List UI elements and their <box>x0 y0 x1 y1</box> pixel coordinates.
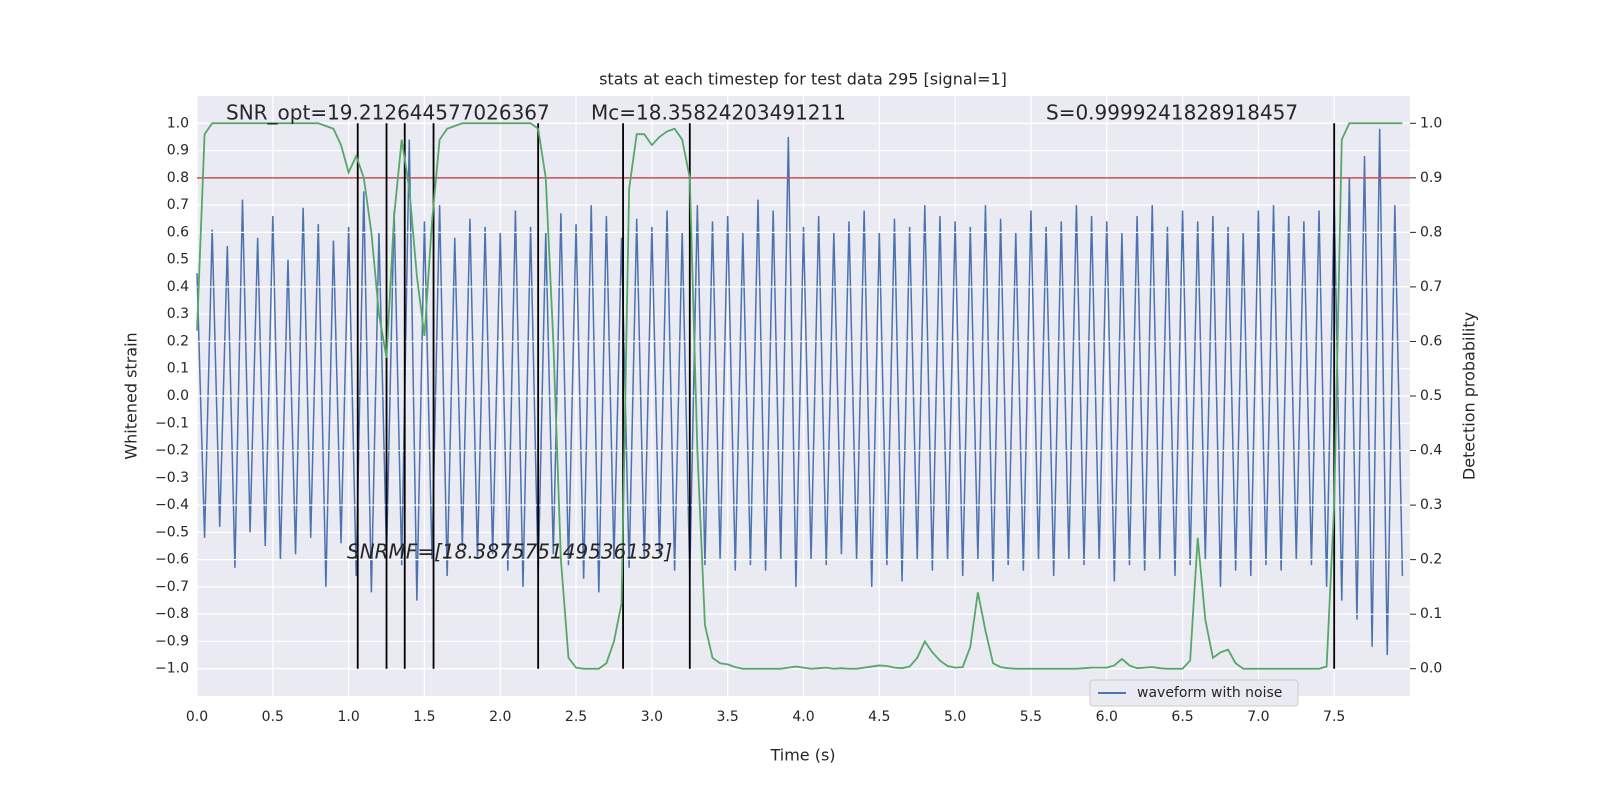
y-tick-label: 0.0 <box>167 388 189 404</box>
y-tick-label: 1.0 <box>167 115 189 131</box>
y-tick-label: −0.1 <box>155 415 189 431</box>
y2-tick-label: 0.7 <box>1420 279 1442 295</box>
x-tick-label: 0.5 <box>262 709 284 725</box>
y2-tick-label: 1.0 <box>1420 115 1442 131</box>
y-tick-label: 0.4 <box>167 279 189 295</box>
y-tick-label: 0.9 <box>167 143 189 159</box>
y-tick-label: 0.2 <box>167 333 189 349</box>
y-tick-label: −0.3 <box>155 470 189 486</box>
chart-title: stats at each timestep for test data 295… <box>599 70 1007 89</box>
y2-tick-label: 0.6 <box>1420 333 1442 349</box>
x-tick-label: 5.0 <box>944 709 966 725</box>
y2-tick-label: 0.0 <box>1420 661 1442 677</box>
y-tick-label: 0.8 <box>167 170 189 186</box>
legend-box <box>1089 679 1299 707</box>
y-tick-label: 0.5 <box>167 252 189 268</box>
annotation: Mc=18.35824203491211 <box>591 101 846 125</box>
y-tick-label: 0.6 <box>167 224 189 240</box>
y-tick-label: −0.2 <box>155 443 189 459</box>
y2-tick-label: 0.8 <box>1420 224 1442 240</box>
x-tick-label: 1.5 <box>413 709 435 725</box>
y2-tick-label: 0.3 <box>1420 497 1442 513</box>
y-tick-label: −0.7 <box>155 579 189 595</box>
y2-tick-label: 0.1 <box>1420 606 1442 622</box>
x-axis-label: Time (s) <box>769 746 835 765</box>
x-tick-label: 7.0 <box>1247 709 1269 725</box>
legend-label: waveform with noise <box>1137 685 1282 701</box>
x-tick-label: 3.5 <box>717 709 739 725</box>
y2-axis-label: Detection probability <box>1460 312 1479 480</box>
x-tick-label: 7.5 <box>1323 709 1345 725</box>
annotation: SNRMF=[18.387575149536133] <box>347 540 672 564</box>
y2-tick-label: 0.2 <box>1420 552 1442 568</box>
y2-tick-label: 0.9 <box>1420 170 1442 186</box>
probability-line <box>196 122 1403 670</box>
annotation: SNR_opt=19.212644577026367 <box>226 101 550 125</box>
x-tick-label: 2.5 <box>565 709 587 725</box>
x-tick-label: 6.5 <box>1171 709 1193 725</box>
y-tick-label: −0.8 <box>155 606 189 622</box>
waveform-line <box>196 128 1404 656</box>
y-tick-label: −0.5 <box>155 524 189 540</box>
x-tick-label: 3.0 <box>641 709 663 725</box>
y-tick-label: 0.3 <box>167 306 189 322</box>
x-tick-label: 4.5 <box>868 709 890 725</box>
y-tick-label: −0.4 <box>155 497 189 513</box>
x-tick-label: 1.0 <box>337 709 359 725</box>
x-tick-label: 0.0 <box>186 709 208 725</box>
y-tick-label: −1.0 <box>155 661 189 677</box>
y-tick-label: 0.1 <box>167 361 189 377</box>
y2-tick-label: 0.4 <box>1420 443 1442 459</box>
annotation: S=0.9999241828918457 <box>1046 101 1298 125</box>
y-tick-label: −0.6 <box>155 552 189 568</box>
y-axis-label: Whitened strain <box>122 332 141 459</box>
y2-tick-label: 0.5 <box>1420 388 1442 404</box>
x-tick-label: 6.0 <box>1096 709 1118 725</box>
y-tick-label: 0.7 <box>167 197 189 213</box>
x-tick-label: 5.5 <box>1020 709 1042 725</box>
x-tick-label: 4.0 <box>792 709 814 725</box>
x-tick-label: 2.0 <box>489 709 511 725</box>
y-tick-label: −0.9 <box>155 633 189 649</box>
